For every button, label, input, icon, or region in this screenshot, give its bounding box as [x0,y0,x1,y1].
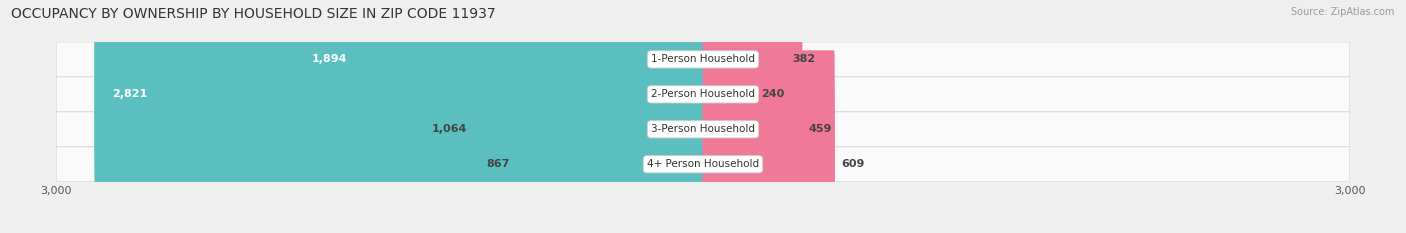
Text: 609: 609 [841,159,865,169]
Text: 382: 382 [792,55,815,64]
Text: 1-Person Household: 1-Person Household [651,55,755,64]
FancyBboxPatch shape [294,0,703,173]
Text: 867: 867 [486,159,509,169]
Text: 2,821: 2,821 [112,89,148,99]
FancyBboxPatch shape [56,147,1350,182]
Text: OCCUPANCY BY OWNERSHIP BY HOUSEHOLD SIZE IN ZIP CODE 11937: OCCUPANCY BY OWNERSHIP BY HOUSEHOLD SIZE… [11,7,496,21]
Text: 2-Person Household: 2-Person Household [651,89,755,99]
Text: 1,064: 1,064 [432,124,467,134]
FancyBboxPatch shape [56,42,1350,77]
Text: 3-Person Household: 3-Person Household [651,124,755,134]
Text: 240: 240 [761,89,785,99]
Text: 4+ Person Household: 4+ Person Household [647,159,759,169]
FancyBboxPatch shape [703,0,786,173]
FancyBboxPatch shape [472,15,703,233]
FancyBboxPatch shape [703,0,755,208]
FancyBboxPatch shape [94,0,703,208]
Text: 459: 459 [808,124,832,134]
FancyBboxPatch shape [56,77,1350,112]
FancyBboxPatch shape [703,15,803,233]
FancyBboxPatch shape [703,50,835,233]
FancyBboxPatch shape [56,112,1350,147]
Text: 1,894: 1,894 [312,55,347,64]
Text: Source: ZipAtlas.com: Source: ZipAtlas.com [1291,7,1395,17]
FancyBboxPatch shape [516,50,703,233]
